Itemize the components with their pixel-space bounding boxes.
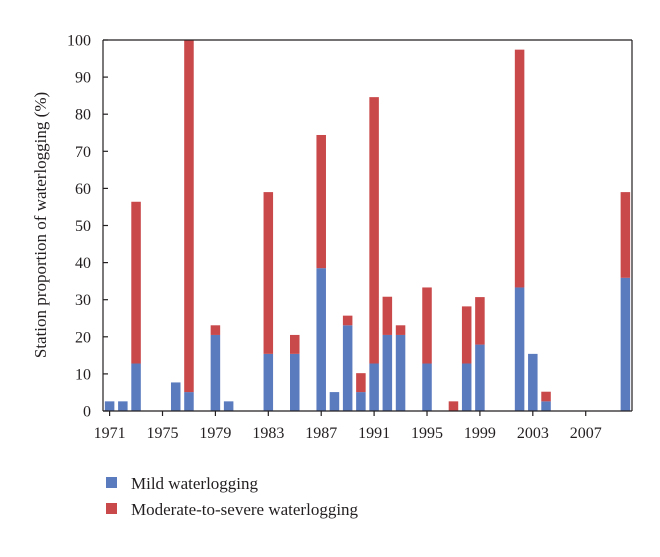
bar-moderate-severe-1985: [290, 334, 300, 354]
bar-mild-1990: [356, 392, 366, 411]
bar-moderate-severe-1993: [395, 325, 406, 335]
bar-mild-1972: [118, 401, 128, 411]
y-tick-label: 10: [75, 366, 91, 383]
bar-mild-1983: [263, 353, 274, 411]
bar-moderate-severe-2002: [514, 49, 525, 288]
bar-mild-1993: [395, 334, 406, 411]
bar-moderate-severe-1997: [448, 401, 459, 411]
bar-moderate-severe-1973: [131, 201, 141, 364]
bar-moderate-severe-1987: [316, 134, 326, 269]
bar-mild-1971: [104, 401, 115, 411]
bar-moderate-severe-1999: [475, 297, 485, 345]
bar-mild-1992: [382, 334, 393, 411]
bar-mild-2003: [528, 353, 538, 411]
bar-moderate-severe-2010: [620, 192, 631, 278]
legend-swatch-mild: [106, 477, 117, 488]
bar-mild-1999: [475, 344, 485, 411]
y-tick-label: 100: [67, 33, 91, 50]
legend: Mild waterlogging Moderate-to-severe wat…: [106, 474, 359, 519]
bar-mild-1980: [223, 401, 234, 411]
x-tick-label: 2003: [517, 425, 549, 442]
bar-mild-1988: [329, 392, 340, 411]
bar-moderate-severe-1991: [369, 97, 379, 364]
bar-mild-2010: [620, 277, 631, 411]
bar-mild-1976: [170, 382, 181, 411]
bar-moderate-severe-1989: [342, 315, 353, 326]
bar-mild-1991: [369, 363, 379, 411]
bar-mild-2004: [541, 401, 551, 411]
y-ticks: 0 10 20 30 40 50 60 70 80 90 100: [67, 33, 108, 421]
y-tick-label: 80: [75, 107, 91, 124]
bar-mild-1977: [184, 392, 194, 411]
bar-moderate-severe-1979: [210, 325, 221, 335]
x-ticks: 1971 1975 1979 1983 1987 1991 1995 1999 2003 2007: [94, 411, 602, 442]
x-tick-label: 2007: [570, 425, 602, 442]
y-tick-label: 70: [75, 144, 91, 161]
x-tick-label: 1991: [358, 425, 390, 442]
y-axis-title: Station proportion of waterlogging (%): [31, 92, 50, 358]
bar-moderate-severe-1992: [382, 296, 393, 335]
bar-mild-1987: [316, 268, 326, 411]
x-tick-label: 1971: [94, 425, 126, 442]
x-tick-label: 1999: [464, 425, 496, 442]
bar-mild-1989: [342, 325, 353, 411]
bar-moderate-severe-2004: [541, 391, 551, 402]
x-tick-label: 1987: [305, 425, 337, 442]
y-tick-label: 60: [75, 181, 91, 198]
bar-mild-1998: [461, 363, 472, 411]
bar-mild-1995: [422, 363, 432, 411]
x-tick-label: 1995: [411, 425, 443, 442]
y-tick-label: 20: [75, 329, 91, 346]
bar-moderate-severe-1998: [461, 306, 472, 364]
bar-moderate-severe-1983: [263, 192, 274, 354]
bar-mild-1973: [131, 363, 141, 411]
y-tick-label: 50: [75, 218, 91, 235]
y-tick-label: 0: [83, 404, 91, 421]
bar-moderate-severe-1995: [422, 287, 432, 364]
bar-moderate-severe-1977: [184, 40, 194, 393]
axes-layer: [102, 39, 633, 412]
bar-mild-1979: [210, 334, 221, 411]
y-tick-label: 40: [75, 255, 91, 272]
legend-label-moderate-severe: Moderate-to-severe waterlogging: [131, 500, 359, 519]
y-tick-label: 30: [75, 292, 91, 309]
x-tick-label: 1975: [147, 425, 179, 442]
x-tick-label: 1979: [199, 425, 231, 442]
bars-layer: [104, 40, 631, 411]
legend-label-mild: Mild waterlogging: [131, 474, 259, 493]
bar-moderate-severe-1990: [356, 373, 366, 393]
x-tick-label: 1983: [252, 425, 284, 442]
legend-item-moderate-severe: Moderate-to-severe waterlogging: [106, 500, 359, 519]
legend-item-mild: Mild waterlogging: [106, 474, 259, 493]
bar-mild-2002: [514, 287, 525, 411]
y-tick-label: 90: [75, 70, 91, 87]
bar-mild-1985: [290, 353, 300, 411]
legend-swatch-moderate-severe: [106, 503, 117, 514]
